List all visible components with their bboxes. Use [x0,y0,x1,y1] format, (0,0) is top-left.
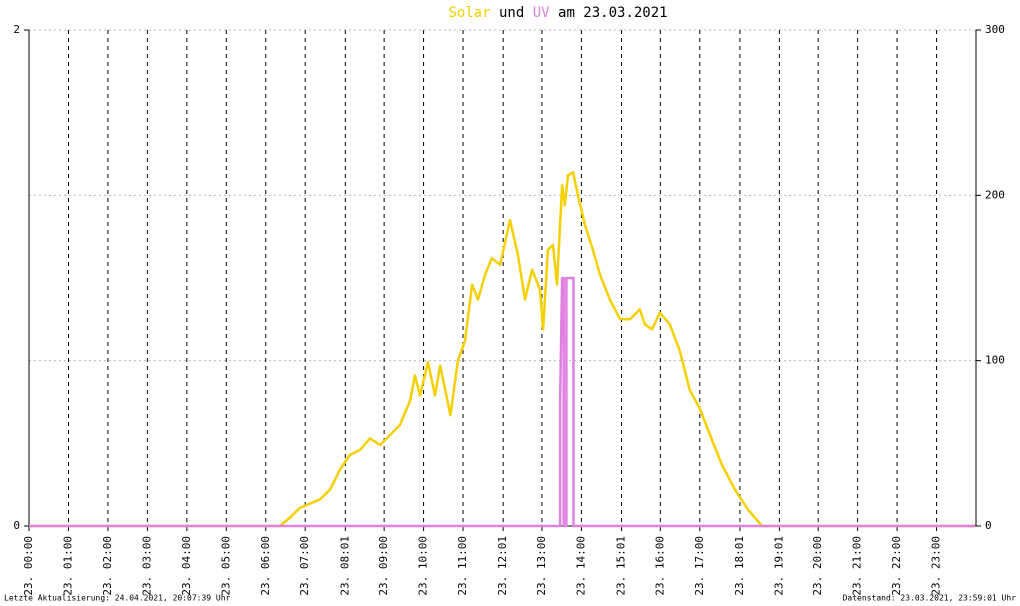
footer-right: Datenstand: 23.03.2021, 23:59:01 Uhr [843,594,1017,603]
x-tick-label: 23. 10:00 [417,536,430,596]
title-joiner: und [499,5,524,21]
series-line [29,170,976,528]
x-tick-label: 23. 04:00 [180,536,193,596]
x-tick-label: 23. 00:00 [22,536,35,596]
title-uv: UV [533,5,550,21]
x-tick-label: 23. 01:00 [61,536,74,596]
y-tick-label: 2 [13,23,20,36]
x-tick-label: 23. 20:00 [811,536,824,596]
x-tick-label: 23. 05:00 [219,536,232,596]
x-tick-label: 23. 22:00 [890,536,903,596]
x-tick-label: 23. 08:01 [338,536,351,596]
x-tick-label: 23. 16:00 [653,536,666,596]
title-date: am 23.03.2021 [558,5,668,21]
x-tick-label: 23. 17:00 [693,536,706,596]
x-tick-label: 23. 13:00 [535,536,548,596]
x-tick-label: 23. 14:00 [574,536,587,596]
y-tick-label: 0 [13,519,20,532]
x-tick-label: 23. 23:00 [930,536,943,596]
x-tick-label: 23. 19:01 [772,536,785,596]
y2-tick-label: 100 [985,354,1005,367]
y2-tick-label: 200 [985,188,1005,201]
x-tick-label: 23. 06:00 [259,536,272,596]
x-tick-label: 23. 07:00 [298,536,311,596]
x-tick-label: 23. 21:00 [851,536,864,596]
x-tick-label: 23. 11:00 [456,536,469,596]
chart-title: Solar und UV am 23.03.2021 [448,5,667,21]
series-line [29,276,976,528]
title-solar: Solar [448,5,490,21]
footer-left: Letzte Aktualisierung: 24.04.2021, 20:07… [4,594,231,603]
y2-tick-label: 300 [985,23,1005,36]
x-tick-label: 23. 09:00 [377,536,390,596]
x-tick-label: 23. 12:01 [496,536,509,596]
x-tick-label: 23. 03:00 [140,536,153,596]
x-tick-label: 23. 02:00 [101,536,114,596]
x-tick-label: 23. 18:01 [733,536,746,596]
y2-tick-label: 0 [985,519,992,532]
x-tick-label: 23. 15:01 [615,536,628,596]
